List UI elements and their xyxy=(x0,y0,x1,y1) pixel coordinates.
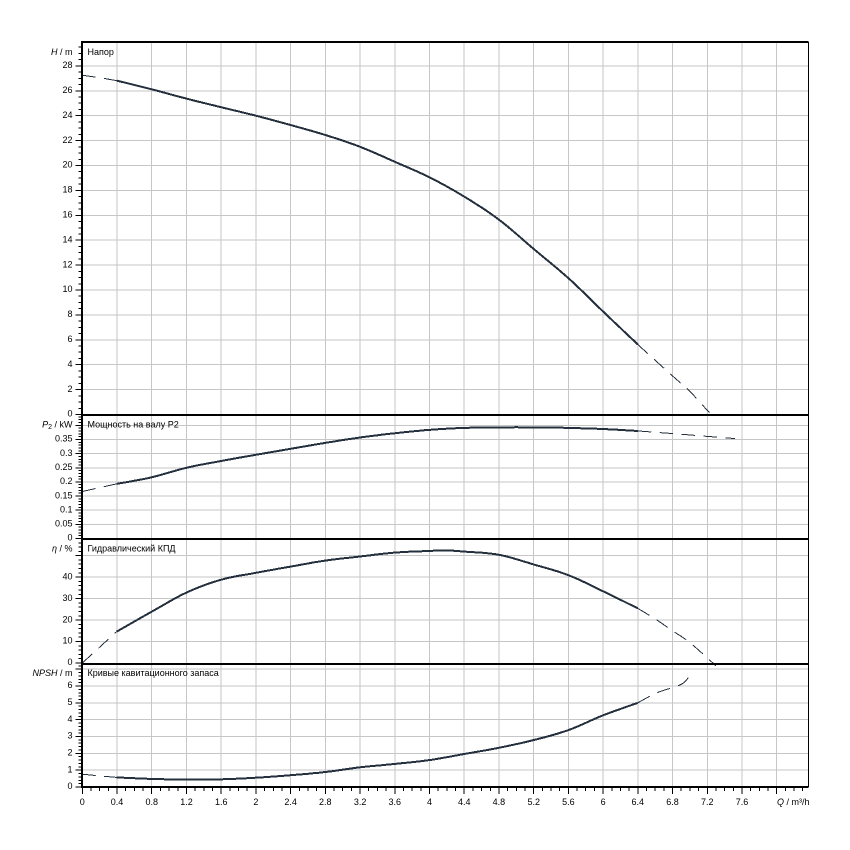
svg-text:3.2: 3.2 xyxy=(354,797,367,807)
svg-text:2: 2 xyxy=(67,384,72,394)
svg-text:η / %: η / % xyxy=(52,544,73,554)
svg-text:8: 8 xyxy=(67,309,72,319)
svg-text:1.2: 1.2 xyxy=(180,797,193,807)
svg-text:0.25: 0.25 xyxy=(55,462,73,472)
svg-text:1: 1 xyxy=(67,764,72,774)
svg-text:1.6: 1.6 xyxy=(215,797,228,807)
svg-text:4: 4 xyxy=(427,797,432,807)
svg-text:14: 14 xyxy=(62,234,72,244)
svg-text:12: 12 xyxy=(62,259,72,269)
svg-text:16: 16 xyxy=(62,210,72,220)
svg-text:P2 / kW: P2 / kW xyxy=(42,420,73,432)
svg-text:0: 0 xyxy=(67,781,72,791)
svg-text:Гидравлический КПД: Гидравлический КПД xyxy=(88,544,176,554)
svg-text:2.4: 2.4 xyxy=(284,797,297,807)
svg-text:7.2: 7.2 xyxy=(701,797,714,807)
svg-text:40: 40 xyxy=(62,571,72,581)
svg-text:0.8: 0.8 xyxy=(145,797,158,807)
svg-text:10: 10 xyxy=(62,284,72,294)
svg-text:7.6: 7.6 xyxy=(736,797,749,807)
svg-text:2: 2 xyxy=(67,748,72,758)
svg-text:6.4: 6.4 xyxy=(632,797,645,807)
svg-text:0.35: 0.35 xyxy=(55,434,73,444)
svg-text:Напор: Напор xyxy=(88,47,114,57)
svg-text:20: 20 xyxy=(62,160,72,170)
svg-text:18: 18 xyxy=(62,185,72,195)
svg-text:4: 4 xyxy=(67,359,72,369)
svg-text:Q / m³/h: Q / m³/h xyxy=(777,797,810,807)
svg-text:2: 2 xyxy=(253,797,258,807)
svg-text:Кривые кавитационного запаса: Кривые кавитационного запаса xyxy=(88,668,219,678)
svg-text:H / m: H / m xyxy=(51,47,73,57)
svg-text:4.4: 4.4 xyxy=(458,797,471,807)
svg-text:28: 28 xyxy=(62,60,72,70)
svg-text:0: 0 xyxy=(80,797,85,807)
svg-text:30: 30 xyxy=(62,593,72,603)
svg-text:6: 6 xyxy=(601,797,606,807)
svg-text:4: 4 xyxy=(67,714,72,724)
svg-text:20: 20 xyxy=(62,614,72,624)
svg-text:0: 0 xyxy=(67,533,72,543)
svg-text:26: 26 xyxy=(62,85,72,95)
svg-text:10: 10 xyxy=(62,636,72,646)
svg-text:6: 6 xyxy=(67,680,72,690)
svg-text:6: 6 xyxy=(67,334,72,344)
svg-text:3: 3 xyxy=(67,731,72,741)
svg-text:0.4: 0.4 xyxy=(111,797,124,807)
svg-text:22: 22 xyxy=(62,135,72,145)
svg-text:0.05: 0.05 xyxy=(55,519,73,529)
svg-text:24: 24 xyxy=(62,110,72,120)
svg-text:4.8: 4.8 xyxy=(493,797,506,807)
svg-text:5: 5 xyxy=(67,697,72,707)
svg-text:5.6: 5.6 xyxy=(562,797,575,807)
svg-text:0.3: 0.3 xyxy=(60,448,73,458)
svg-text:2.8: 2.8 xyxy=(319,797,332,807)
svg-text:0: 0 xyxy=(67,657,72,667)
svg-text:0.2: 0.2 xyxy=(60,476,73,486)
svg-text:0.1: 0.1 xyxy=(60,504,73,514)
svg-text:5.2: 5.2 xyxy=(527,797,540,807)
svg-text:6.8: 6.8 xyxy=(666,797,679,807)
svg-text:0: 0 xyxy=(67,409,72,419)
svg-text:3.6: 3.6 xyxy=(389,797,402,807)
svg-text:Мощность на валу P2: Мощность на валу P2 xyxy=(88,420,179,430)
svg-text:NPSH / m: NPSH / m xyxy=(32,668,72,678)
svg-text:0.15: 0.15 xyxy=(55,490,73,500)
